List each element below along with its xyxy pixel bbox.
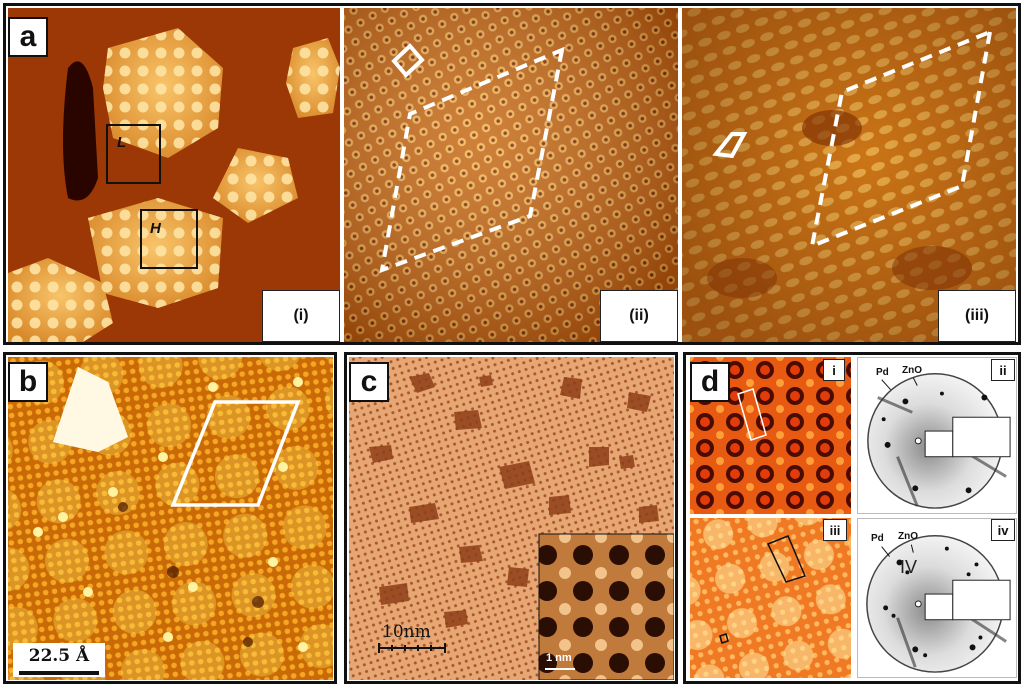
- panel-d-sublabel-i: i: [823, 359, 845, 381]
- panel-a-i-image: [8, 8, 340, 342]
- scale-bar-c-text: 10nm: [382, 622, 431, 642]
- panel-b-image: [8, 357, 333, 680]
- scale-bar-b-text: 22.5 Å: [28, 646, 90, 666]
- panel-label-c: c: [349, 362, 389, 402]
- panel-a-sublabel-iii: (iii): [938, 290, 1016, 342]
- panel-d-sublabel-ii: ii: [991, 359, 1015, 381]
- leed-iv-label-zno: ZnO: [898, 531, 918, 542]
- leed-iv-label-pd: Pd: [871, 533, 884, 544]
- panel-d-sublabel-iv: iv: [991, 519, 1015, 541]
- panel-a-sublabel-ii: (ii): [600, 290, 678, 342]
- panel-label-d: d: [690, 362, 730, 402]
- scale-bar-c-inset-text: 1 nm: [546, 652, 572, 664]
- region-label-low: L: [117, 134, 127, 151]
- panel-d-iv-leed: [857, 518, 1017, 678]
- panel-a-sublabel-i: (i): [262, 290, 340, 342]
- region-label-high: H: [150, 220, 161, 237]
- leed-ii-label-pd: Pd: [876, 367, 889, 378]
- panel-d-ii-leed: [857, 357, 1017, 514]
- scale-bar-b-line: [19, 671, 99, 675]
- leed-iv-marker: IV: [900, 557, 918, 577]
- panel-label-a: a: [8, 17, 48, 57]
- panel-label-b: b: [8, 362, 48, 402]
- panel-a-ii-image: [344, 8, 678, 342]
- panel-d-iii-image: [690, 518, 851, 678]
- panel-c-image: [349, 357, 674, 680]
- panel-a-iii-image: [682, 8, 1016, 342]
- leed-ii-label-zno: ZnO: [902, 365, 922, 376]
- panel-d-sublabel-iii: iii: [823, 519, 847, 541]
- scale-bar-b: 22.5 Å: [13, 643, 105, 677]
